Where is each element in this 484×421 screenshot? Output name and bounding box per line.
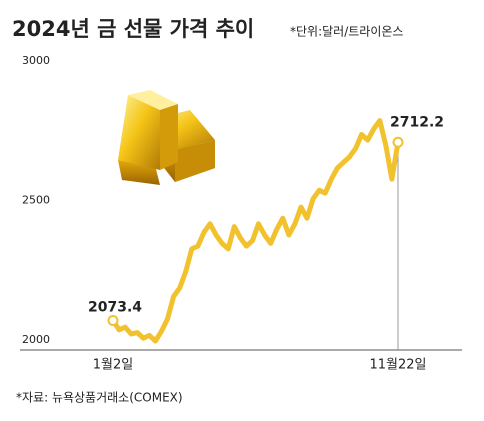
x-tick-label: 11월22일 [369,358,426,373]
chart-subtitle: *단위:달러/트라이온스 [290,25,403,39]
y-tick-label: 3000 [22,54,50,67]
y-tick-label: 2500 [22,194,50,207]
source-note: *자료: 뉴욕상품거래소(COMEX) [16,391,183,405]
gold-bar-illustration [118,90,215,185]
value-label: 2073.4 [88,300,142,316]
end-marker [107,315,119,327]
x-tick-label: 1월2일 [93,358,133,373]
chart-title: 2024년 금 선물 가격 추이 [12,17,254,41]
price-line [110,118,401,344]
value-label: 2712.2 [390,114,444,130]
y-tick-label: 2000 [22,333,50,346]
end-marker [392,136,404,148]
